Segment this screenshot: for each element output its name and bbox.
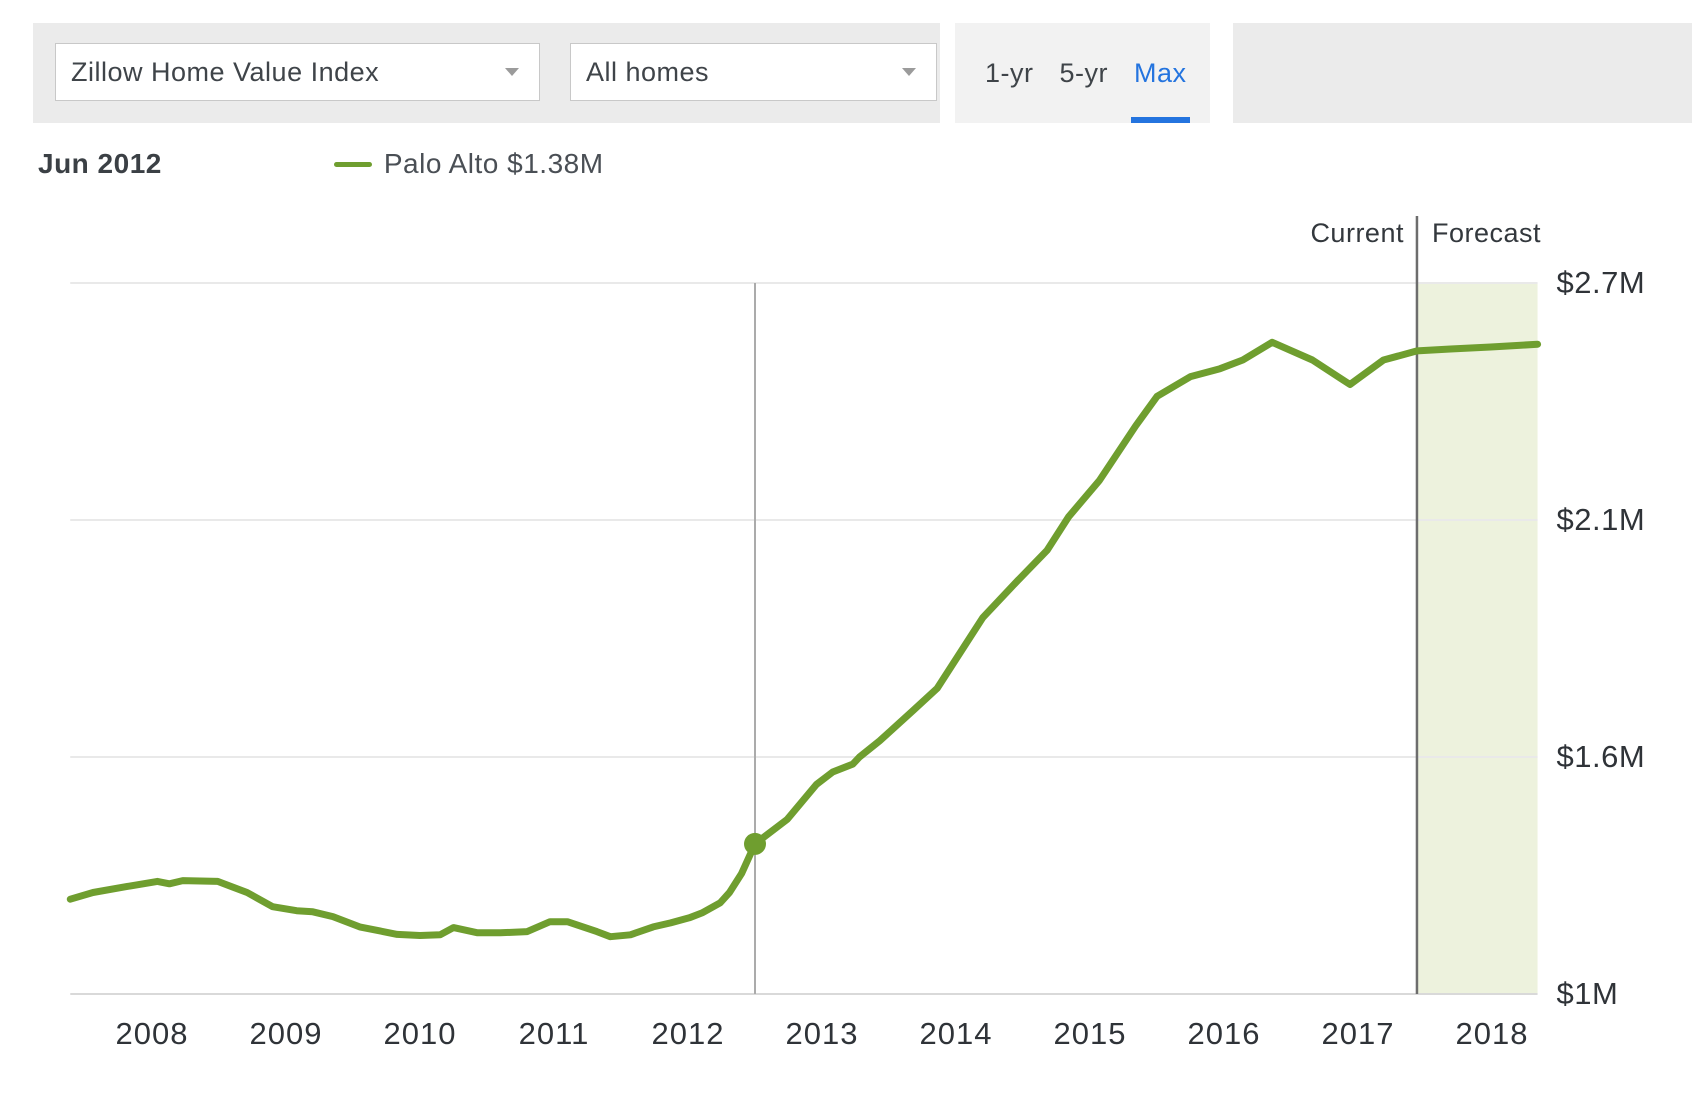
home-value-line — [66, 338, 1542, 941]
series-value-label: Palo Alto $1.38M — [383, 148, 604, 179]
chevron-down-icon — [902, 68, 916, 76]
y-axis-tick-label: $2.1M — [1556, 502, 1646, 537]
toolbar-spacer-panel — [1233, 23, 1692, 123]
chart-legend: Jun 2012 Palo Alto $1.38M — [38, 146, 604, 182]
home-type-dropdown[interactable]: All homes — [570, 43, 937, 101]
home-type-dropdown-value: All homes — [586, 56, 710, 87]
x-axis-tick-label: 2012 — [651, 1016, 725, 1051]
forecast-label: Forecast — [1431, 218, 1541, 248]
x-axis-tick-label: 2013 — [785, 1016, 859, 1051]
current-label: Current — [1310, 218, 1404, 248]
tab-1-yr[interactable]: 1-yr — [985, 57, 1034, 88]
x-axis-tick-label: 2017 — [1321, 1016, 1395, 1051]
toolbar-dropdown-panel: Zillow Home Value Index All homes — [33, 23, 940, 123]
x-axis-tick-label: 2016 — [1187, 1016, 1261, 1051]
hover-date-label: Jun 2012 — [38, 148, 162, 179]
metric-dropdown-value: Zillow Home Value Index — [71, 56, 380, 87]
cursor-dot — [744, 832, 766, 855]
x-axis-tick-label: 2010 — [383, 1016, 457, 1051]
x-axis-tick-label: 2014 — [919, 1016, 993, 1051]
chevron-down-icon — [505, 68, 519, 76]
x-axis-tick-label: 2015 — [1053, 1016, 1127, 1051]
series-color-swatch — [333, 161, 372, 167]
tab-max[interactable]: Max — [1131, 23, 1190, 123]
x-axis-tick-label: 2009 — [249, 1016, 323, 1051]
metric-dropdown[interactable]: Zillow Home Value Index — [55, 43, 540, 101]
y-axis-tick-label: $2.7M — [1556, 265, 1646, 300]
y-axis-tick-label: $1M — [1556, 976, 1619, 1011]
x-axis-tick-label: 2011 — [518, 1016, 590, 1051]
y-axis-tick-label: $1.6M — [1556, 739, 1646, 774]
x-axis-tick-label: 2018 — [1455, 1016, 1529, 1051]
x-axis-tick-label: 2008 — [115, 1016, 189, 1051]
tab-5-yr[interactable]: 5-yr — [1059, 57, 1108, 88]
range-tabs: 1-yr 5-yr Max — [955, 23, 1210, 123]
forecast-region — [1416, 283, 1538, 994]
time-range-tab-panel: 1-yr 5-yr Max — [955, 23, 1210, 123]
